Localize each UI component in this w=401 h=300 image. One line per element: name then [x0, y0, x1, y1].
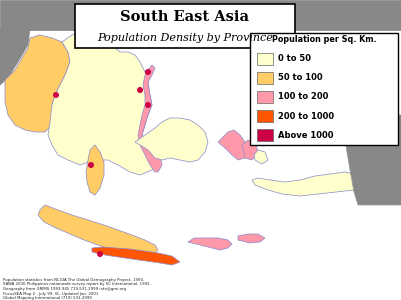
Polygon shape [267, 78, 287, 93]
Polygon shape [257, 135, 267, 146]
Circle shape [272, 57, 278, 63]
Polygon shape [86, 145, 104, 195]
Circle shape [88, 162, 94, 168]
Bar [256, 72, 272, 84]
Polygon shape [0, 28, 30, 85]
Text: 0 to 50: 0 to 50 [277, 54, 310, 63]
Polygon shape [261, 82, 267, 87]
Text: Population Density by Province: Population Density by Province [97, 33, 272, 43]
Text: 100 to 200: 100 to 200 [277, 92, 328, 101]
Polygon shape [92, 247, 180, 265]
Text: Population statistics from NCGIA The Global Demography Project, 1994.: Population statistics from NCGIA The Glo… [3, 278, 144, 282]
Circle shape [53, 92, 59, 98]
FancyBboxPatch shape [249, 33, 397, 145]
Polygon shape [48, 32, 158, 175]
Polygon shape [135, 118, 207, 162]
Bar [256, 129, 272, 141]
Circle shape [145, 102, 151, 108]
Text: Geography from GRIMS 1993-945 719-531-2999 info@gmi.org: Geography from GRIMS 1993-945 719-531-29… [3, 287, 126, 291]
Bar [256, 91, 272, 103]
Text: Above 1000: Above 1000 [277, 131, 333, 140]
Text: Global Mapping International (719) 531-2999: Global Mapping International (719) 531-2… [3, 296, 92, 300]
Text: SAWA 2000 Philippines nationwide survey report by SC International, 1992.: SAWA 2000 Philippines nationwide survey … [3, 283, 150, 286]
Text: Population per Sq. Km.: Population per Sq. Km. [271, 35, 375, 44]
Polygon shape [271, 72, 277, 77]
Polygon shape [237, 234, 264, 243]
Bar [256, 52, 272, 64]
Polygon shape [267, 93, 297, 114]
Polygon shape [5, 35, 70, 132]
Circle shape [137, 87, 143, 93]
Circle shape [145, 69, 151, 75]
Polygon shape [38, 205, 158, 256]
Polygon shape [0, 0, 401, 30]
Bar [256, 110, 272, 122]
Polygon shape [271, 52, 281, 65]
Polygon shape [264, 35, 291, 72]
Polygon shape [277, 80, 286, 90]
Polygon shape [344, 115, 401, 205]
FancyBboxPatch shape [75, 4, 294, 48]
Text: South East Asia: South East Asia [120, 10, 249, 24]
Polygon shape [217, 130, 247, 160]
Text: 200 to 1000: 200 to 1000 [277, 112, 333, 121]
Circle shape [97, 251, 103, 257]
Text: 50 to 100: 50 to 100 [277, 73, 322, 82]
Polygon shape [274, 98, 293, 112]
Polygon shape [138, 65, 162, 172]
Text: FocusSEA Map 2 - July 99, VL. Updated Jan. 2001: FocusSEA Map 2 - July 99, VL. Updated Ja… [3, 292, 98, 295]
Polygon shape [188, 238, 231, 250]
Polygon shape [241, 140, 257, 160]
Polygon shape [253, 150, 267, 164]
Polygon shape [251, 172, 361, 196]
